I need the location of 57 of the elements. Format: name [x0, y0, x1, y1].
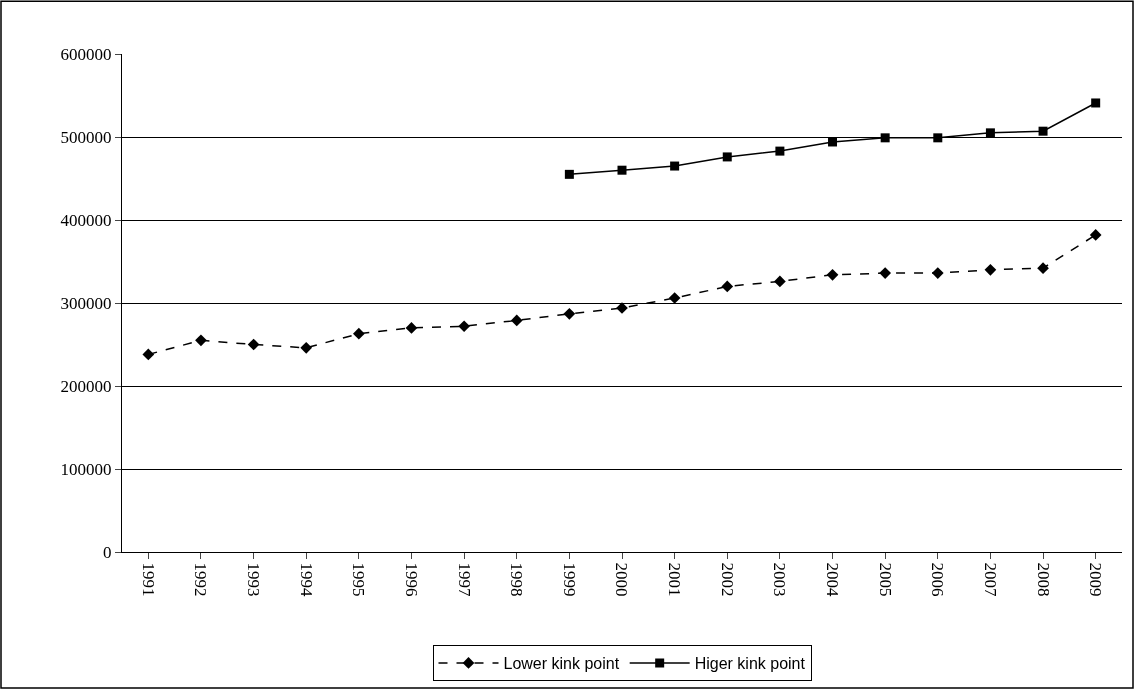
y-tick-label: 500000 — [60, 127, 112, 147]
point — [405, 322, 418, 334]
point — [775, 146, 785, 156]
x-tick-label: 2002 — [717, 562, 737, 597]
point — [670, 161, 680, 171]
point — [247, 338, 260, 351]
x-tick-label: 1998 — [507, 562, 527, 597]
x-tick-label: 2000 — [612, 562, 632, 597]
point — [563, 307, 576, 320]
x-tick-label: 2001 — [665, 562, 685, 597]
x-tick-label: 2009 — [1086, 562, 1106, 597]
point — [458, 320, 470, 333]
point — [617, 165, 627, 175]
point — [931, 267, 944, 279]
y-tick-label: 400000 — [60, 210, 112, 230]
x-tick-label: 1994 — [296, 562, 316, 597]
x-tick-label: 2007 — [980, 562, 1000, 597]
x-tick-label: 1993 — [244, 562, 264, 597]
point — [722, 152, 732, 162]
point — [510, 314, 523, 327]
x-tick-label: 1997 — [454, 562, 474, 597]
point — [984, 263, 997, 276]
legend-label: Lower kink point — [503, 655, 620, 673]
y-tick-label: 100000 — [60, 459, 112, 479]
point — [668, 292, 681, 304]
point — [985, 128, 995, 138]
x-tick-label: 2008 — [1033, 562, 1053, 597]
x-tick-label: 1995 — [349, 562, 369, 597]
y-tick-label: 200000 — [60, 376, 112, 396]
x-tick-label: 1992 — [191, 562, 211, 597]
y-tick-label: 600000 — [60, 44, 112, 64]
point — [933, 133, 943, 143]
point — [300, 341, 313, 354]
x-tick-label: 1991 — [138, 562, 158, 597]
y-tick-label: 300000 — [60, 293, 112, 313]
point — [352, 327, 365, 340]
x-tick-label: 2005 — [875, 562, 895, 597]
point — [828, 137, 838, 147]
point — [1038, 126, 1048, 136]
point — [774, 275, 786, 288]
point — [826, 268, 839, 281]
point — [195, 334, 207, 347]
x-tick-label: 2006 — [928, 562, 948, 597]
point — [721, 280, 734, 293]
point — [1037, 262, 1049, 274]
x-tick-label: 2003 — [770, 562, 790, 597]
x-tick-label: 1999 — [559, 562, 579, 597]
point — [880, 133, 890, 143]
point — [1091, 98, 1101, 108]
point — [142, 348, 155, 361]
point — [1089, 229, 1102, 241]
legend-label: Higer kink point — [694, 655, 806, 673]
x-tick-label: 2004 — [823, 562, 843, 597]
point — [564, 169, 574, 179]
y-tick-label: 0 — [103, 542, 112, 562]
x-tick-label: 1996 — [401, 562, 421, 597]
point — [879, 267, 892, 279]
